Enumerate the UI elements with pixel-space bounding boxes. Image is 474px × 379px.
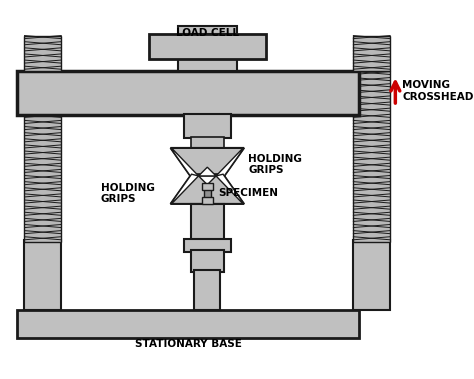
- Polygon shape: [171, 174, 199, 204]
- Bar: [178, 25, 237, 34]
- Bar: [18, 71, 359, 115]
- Bar: [353, 240, 390, 310]
- Text: HOLDING
GRIPS: HOLDING GRIPS: [100, 183, 155, 204]
- Polygon shape: [171, 148, 199, 178]
- Bar: [25, 36, 61, 71]
- Text: STATIONARY BASE: STATIONARY BASE: [135, 339, 241, 349]
- Bar: [184, 114, 231, 138]
- Bar: [353, 36, 390, 71]
- Bar: [25, 240, 61, 310]
- Bar: [25, 71, 61, 241]
- Text: MOVING
CROSSHEAD: MOVING CROSSHEAD: [402, 80, 474, 102]
- Polygon shape: [199, 167, 216, 176]
- Bar: [353, 71, 390, 241]
- Bar: [149, 34, 266, 59]
- Text: HOLDING
GRIPS: HOLDING GRIPS: [248, 154, 302, 175]
- Polygon shape: [171, 174, 244, 204]
- Bar: [194, 269, 220, 310]
- Bar: [18, 310, 359, 338]
- Polygon shape: [171, 148, 244, 178]
- Text: LOAD CELL: LOAD CELL: [176, 28, 239, 38]
- Bar: [184, 239, 231, 252]
- Bar: [178, 59, 237, 71]
- Polygon shape: [216, 174, 244, 204]
- Text: SPECIMEN: SPECIMEN: [218, 188, 278, 199]
- Polygon shape: [216, 148, 244, 178]
- Bar: [204, 185, 211, 202]
- Polygon shape: [199, 176, 216, 185]
- Bar: [191, 250, 224, 272]
- Bar: [202, 197, 212, 204]
- Bar: [191, 204, 224, 241]
- Bar: [191, 136, 224, 148]
- Bar: [202, 183, 212, 190]
